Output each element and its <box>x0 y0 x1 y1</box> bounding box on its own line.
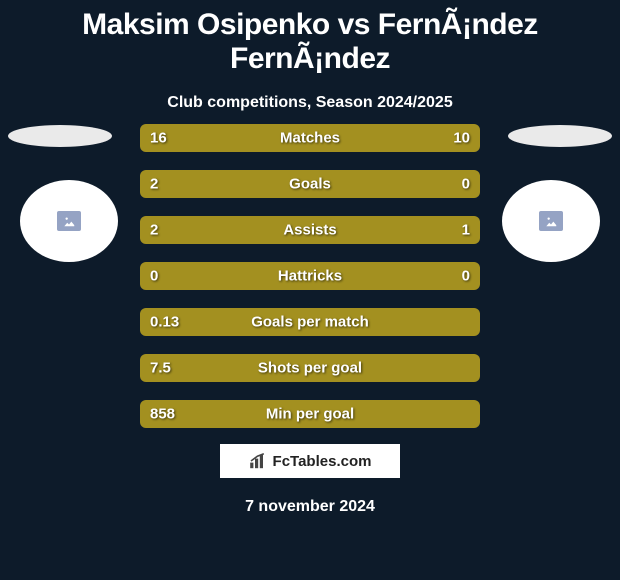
chart-icon <box>249 453 269 469</box>
stat-value-right: 10 <box>453 130 470 147</box>
stat-label: Shots per goal <box>258 360 362 377</box>
comparison-infographic: Maksim Osipenko vs FernÃ¡ndez FernÃ¡ndez… <box>0 0 620 580</box>
logo-text: FcTables.com <box>273 453 372 470</box>
player-left-badge <box>8 125 112 147</box>
player-left-avatar <box>20 180 118 262</box>
stat-value-left: 7.5 <box>150 360 171 377</box>
stat-value-left: 0.13 <box>150 314 179 331</box>
stat-label: Min per goal <box>266 406 354 423</box>
stat-row: Hattricks 0 0 <box>140 262 480 290</box>
stat-label: Hattricks <box>278 268 342 285</box>
stat-value-left: 0 <box>150 268 158 285</box>
player-right-avatar <box>502 180 600 262</box>
page-subtitle: Club competitions, Season 2024/2025 <box>0 94 620 112</box>
stat-value-left: 16 <box>150 130 167 147</box>
stat-label: Goals <box>289 176 331 193</box>
stat-bar-left <box>140 170 402 198</box>
stat-row: Matches 16 10 <box>140 124 480 152</box>
player-right-badge <box>508 125 612 147</box>
stat-label: Assists <box>283 222 336 239</box>
stat-value-left: 858 <box>150 406 175 423</box>
stat-value-right: 1 <box>462 222 470 239</box>
placeholder-icon <box>539 211 563 231</box>
stat-value-right: 0 <box>462 176 470 193</box>
logo: FcTables.com <box>220 444 400 478</box>
stat-label: Goals per match <box>251 314 369 331</box>
stat-row: Goals 2 0 <box>140 170 480 198</box>
stat-value-left: 2 <box>150 176 158 193</box>
stat-value-right: 0 <box>462 268 470 285</box>
page-title: Maksim Osipenko vs FernÃ¡ndez FernÃ¡ndez <box>0 0 620 76</box>
placeholder-icon <box>57 211 81 231</box>
stat-bars: Matches1610Goals20Assists21Hattricks00Go… <box>140 124 480 446</box>
stat-row: Min per goal 858 <box>140 400 480 428</box>
footer-date: 7 november 2024 <box>245 498 375 516</box>
stat-label: Matches <box>280 130 340 147</box>
stat-row: Shots per goal 7.5 <box>140 354 480 382</box>
stat-row: Assists 2 1 <box>140 216 480 244</box>
stat-value-left: 2 <box>150 222 158 239</box>
stat-row: Goals per match 0.13 <box>140 308 480 336</box>
